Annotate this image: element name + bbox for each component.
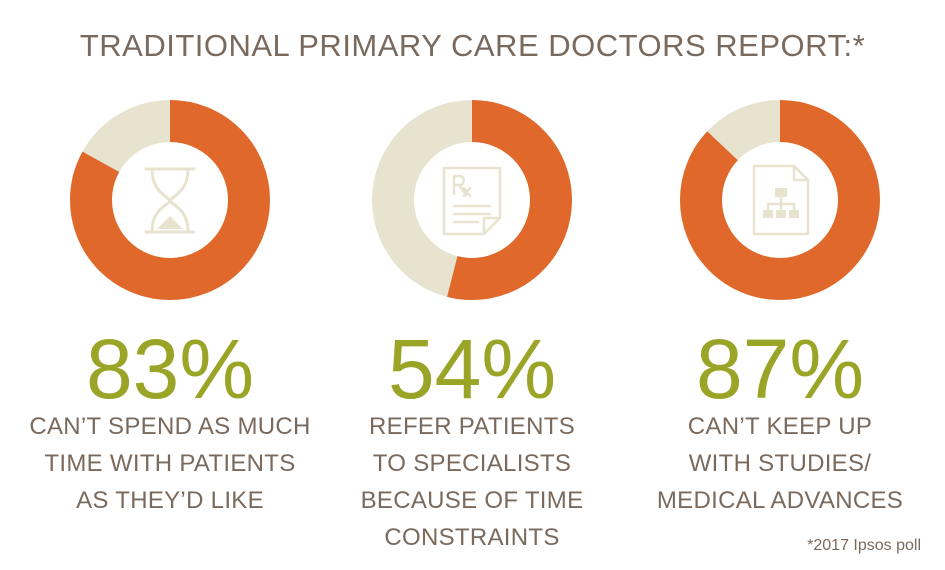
page-title: TRADITIONAL PRIMARY CARE DOCTORS REPORT:… [79, 28, 866, 63]
hourglass-icon [144, 167, 196, 234]
document-chart-icon [752, 164, 810, 236]
stat-description-3: CAN’T KEEP UP WITH STUDIES/ MEDICAL ADVA… [630, 408, 930, 519]
description-line: CAN’T KEEP UP [687, 413, 873, 440]
prescription-icon [442, 166, 502, 236]
stat-description-2: REFER PATIENTS TO SPECIALISTS BECAUSE OF… [322, 408, 622, 556]
donut-chart-3 [680, 100, 880, 300]
donut-value-arc [70, 100, 270, 300]
description-line: BECAUSE OF TIME [360, 487, 584, 514]
percent-value-1: 83% [85, 322, 255, 416]
donut-chart-1 [70, 100, 270, 300]
donut-chart-2 [372, 100, 572, 300]
stat-panel-1: 83% CAN’T SPEND AS MUCH TIME WITH PATIEN… [20, 100, 320, 550]
stat-description-1: CAN’T SPEND AS MUCH TIME WITH PATIENTS A… [20, 408, 320, 519]
description-line: MEDICAL ADVANCES [656, 487, 904, 514]
description-line: TIME WITH PATIENTS [44, 450, 296, 477]
donut-value-arc [372, 100, 572, 300]
footnote: *2017 Ipsos poll [807, 537, 921, 554]
percent-value-3: 87% [695, 322, 865, 416]
description-line: CAN’T SPEND AS MUCH [29, 413, 311, 440]
description-line: CONSTRAINTS [384, 524, 560, 551]
description-line: AS THEY’D LIKE [76, 487, 264, 514]
stat-panel-3: 87% CAN’T KEEP UP WITH STUDIES/ MEDICAL … [630, 100, 930, 550]
stat-panel-2: 54% REFER PATIENTS TO SPECIALISTS BECAUS… [322, 100, 622, 551]
description-line: WITH STUDIES/ [688, 450, 872, 477]
description-line: TO SPECIALISTS [372, 450, 572, 477]
description-line: REFER PATIENTS [369, 413, 575, 440]
donut-value-arc [680, 100, 880, 300]
percent-value-2: 54% [387, 322, 557, 416]
